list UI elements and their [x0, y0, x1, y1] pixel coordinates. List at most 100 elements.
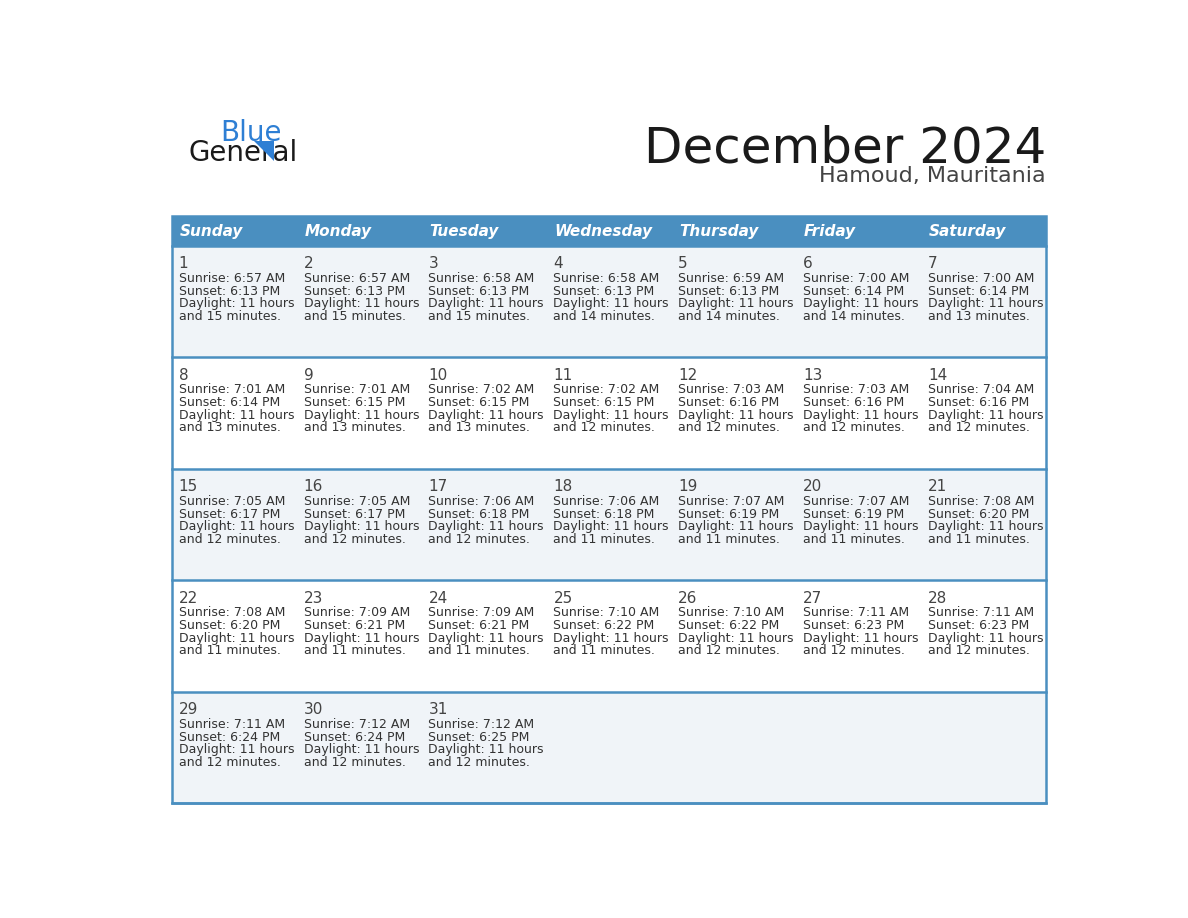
Text: 13: 13 [803, 368, 822, 383]
Text: 29: 29 [178, 702, 198, 718]
Text: Daylight: 11 hours: Daylight: 11 hours [554, 409, 669, 421]
Text: and 13 minutes.: and 13 minutes. [429, 421, 530, 434]
Text: Daylight: 11 hours: Daylight: 11 hours [429, 297, 544, 310]
Text: 1: 1 [178, 256, 189, 272]
Text: Daylight: 11 hours: Daylight: 11 hours [178, 409, 295, 421]
Text: Sunrise: 7:08 AM: Sunrise: 7:08 AM [178, 607, 285, 620]
Text: Daylight: 11 hours: Daylight: 11 hours [429, 409, 544, 421]
Text: and 15 minutes.: and 15 minutes. [178, 310, 280, 323]
Text: 21: 21 [928, 479, 947, 495]
Text: Sunset: 6:23 PM: Sunset: 6:23 PM [928, 619, 1029, 633]
Text: Daylight: 11 hours: Daylight: 11 hours [304, 521, 419, 533]
Text: Sunrise: 7:00 AM: Sunrise: 7:00 AM [803, 272, 910, 285]
Text: and 15 minutes.: and 15 minutes. [429, 310, 531, 323]
Text: Sunset: 6:13 PM: Sunset: 6:13 PM [554, 285, 655, 297]
Text: Sunrise: 7:00 AM: Sunrise: 7:00 AM [928, 272, 1035, 285]
Text: 14: 14 [928, 368, 947, 383]
Text: Sunday: Sunday [179, 224, 242, 239]
Text: and 15 minutes.: and 15 minutes. [304, 310, 405, 323]
Text: Sunset: 6:19 PM: Sunset: 6:19 PM [678, 508, 779, 521]
Text: Sunset: 6:13 PM: Sunset: 6:13 PM [678, 285, 779, 297]
Text: and 11 minutes.: and 11 minutes. [304, 644, 405, 657]
Text: 11: 11 [554, 368, 573, 383]
Text: Sunrise: 7:02 AM: Sunrise: 7:02 AM [554, 384, 659, 397]
Text: Daylight: 11 hours: Daylight: 11 hours [803, 297, 918, 310]
Text: Daylight: 11 hours: Daylight: 11 hours [429, 521, 544, 533]
Bar [172, 217, 1045, 803]
Text: 27: 27 [803, 591, 822, 606]
Text: Daylight: 11 hours: Daylight: 11 hours [803, 409, 918, 421]
Text: 22: 22 [178, 591, 198, 606]
Text: Daylight: 11 hours: Daylight: 11 hours [178, 297, 295, 310]
Text: General: General [189, 140, 298, 167]
Text: Hamoud, Mauritania: Hamoud, Mauritania [820, 165, 1045, 185]
Text: 5: 5 [678, 256, 688, 272]
Text: Sunset: 6:20 PM: Sunset: 6:20 PM [928, 508, 1030, 521]
Text: Daylight: 11 hours: Daylight: 11 hours [803, 521, 918, 533]
Text: Sunrise: 7:01 AM: Sunrise: 7:01 AM [178, 384, 285, 397]
Text: Daylight: 11 hours: Daylight: 11 hours [554, 297, 669, 310]
Text: Sunset: 6:25 PM: Sunset: 6:25 PM [429, 731, 530, 744]
Text: Daylight: 11 hours: Daylight: 11 hours [304, 632, 419, 644]
Text: Sunrise: 7:07 AM: Sunrise: 7:07 AM [803, 495, 910, 508]
Polygon shape [254, 141, 274, 161]
Text: Sunset: 6:14 PM: Sunset: 6:14 PM [178, 396, 280, 409]
Text: Sunset: 6:16 PM: Sunset: 6:16 PM [928, 396, 1029, 409]
Text: Blue: Blue [220, 119, 282, 148]
Text: Sunrise: 7:06 AM: Sunrise: 7:06 AM [429, 495, 535, 508]
Text: and 12 minutes.: and 12 minutes. [429, 533, 530, 546]
Text: Daylight: 11 hours: Daylight: 11 hours [928, 632, 1043, 644]
Text: and 14 minutes.: and 14 minutes. [554, 310, 656, 323]
Text: 18: 18 [554, 479, 573, 495]
Text: Sunrise: 7:08 AM: Sunrise: 7:08 AM [928, 495, 1035, 508]
Text: Daylight: 11 hours: Daylight: 11 hours [928, 409, 1043, 421]
Text: 3: 3 [429, 256, 438, 272]
Text: and 12 minutes.: and 12 minutes. [178, 756, 280, 769]
Text: Daylight: 11 hours: Daylight: 11 hours [304, 297, 419, 310]
Text: Sunrise: 7:04 AM: Sunrise: 7:04 AM [928, 384, 1035, 397]
Text: Sunset: 6:13 PM: Sunset: 6:13 PM [304, 285, 405, 297]
Text: and 12 minutes.: and 12 minutes. [803, 644, 905, 657]
Bar [172, 357, 1045, 469]
Text: Daylight: 11 hours: Daylight: 11 hours [178, 521, 295, 533]
Text: 6: 6 [803, 256, 813, 272]
Text: Sunrise: 7:10 AM: Sunrise: 7:10 AM [678, 607, 784, 620]
Text: Sunset: 6:24 PM: Sunset: 6:24 PM [304, 731, 405, 744]
Bar [172, 469, 1045, 580]
Text: Sunset: 6:14 PM: Sunset: 6:14 PM [803, 285, 904, 297]
Text: Sunset: 6:24 PM: Sunset: 6:24 PM [178, 731, 280, 744]
Text: 25: 25 [554, 591, 573, 606]
Text: Sunrise: 7:10 AM: Sunrise: 7:10 AM [554, 607, 659, 620]
Text: Sunset: 6:21 PM: Sunset: 6:21 PM [304, 619, 405, 633]
Text: and 12 minutes.: and 12 minutes. [554, 421, 656, 434]
Text: and 13 minutes.: and 13 minutes. [928, 310, 1030, 323]
Text: Daylight: 11 hours: Daylight: 11 hours [678, 521, 794, 533]
Text: 28: 28 [928, 591, 947, 606]
Text: and 13 minutes.: and 13 minutes. [178, 421, 280, 434]
Text: 19: 19 [678, 479, 697, 495]
Text: Sunset: 6:13 PM: Sunset: 6:13 PM [178, 285, 280, 297]
Text: Sunrise: 6:57 AM: Sunrise: 6:57 AM [304, 272, 410, 285]
Text: Sunrise: 7:06 AM: Sunrise: 7:06 AM [554, 495, 659, 508]
Text: Sunset: 6:14 PM: Sunset: 6:14 PM [928, 285, 1029, 297]
Text: Sunrise: 6:58 AM: Sunrise: 6:58 AM [429, 272, 535, 285]
Text: Sunrise: 7:09 AM: Sunrise: 7:09 AM [304, 607, 410, 620]
Text: and 11 minutes.: and 11 minutes. [554, 533, 656, 546]
Text: Daylight: 11 hours: Daylight: 11 hours [928, 297, 1043, 310]
Text: Sunrise: 7:11 AM: Sunrise: 7:11 AM [928, 607, 1035, 620]
Text: and 12 minutes.: and 12 minutes. [304, 533, 405, 546]
Text: and 12 minutes.: and 12 minutes. [429, 756, 530, 769]
Text: and 11 minutes.: and 11 minutes. [554, 644, 656, 657]
Text: and 12 minutes.: and 12 minutes. [678, 644, 781, 657]
Text: and 13 minutes.: and 13 minutes. [304, 421, 405, 434]
Text: 30: 30 [304, 702, 323, 718]
Text: Daylight: 11 hours: Daylight: 11 hours [678, 632, 794, 644]
Text: Sunset: 6:13 PM: Sunset: 6:13 PM [429, 285, 530, 297]
Text: 23: 23 [304, 591, 323, 606]
Text: and 12 minutes.: and 12 minutes. [178, 533, 280, 546]
Text: Sunrise: 7:02 AM: Sunrise: 7:02 AM [429, 384, 535, 397]
Text: Daylight: 11 hours: Daylight: 11 hours [928, 521, 1043, 533]
Text: Sunrise: 6:58 AM: Sunrise: 6:58 AM [554, 272, 659, 285]
Text: Sunrise: 7:11 AM: Sunrise: 7:11 AM [178, 718, 285, 731]
Text: 2: 2 [304, 256, 314, 272]
